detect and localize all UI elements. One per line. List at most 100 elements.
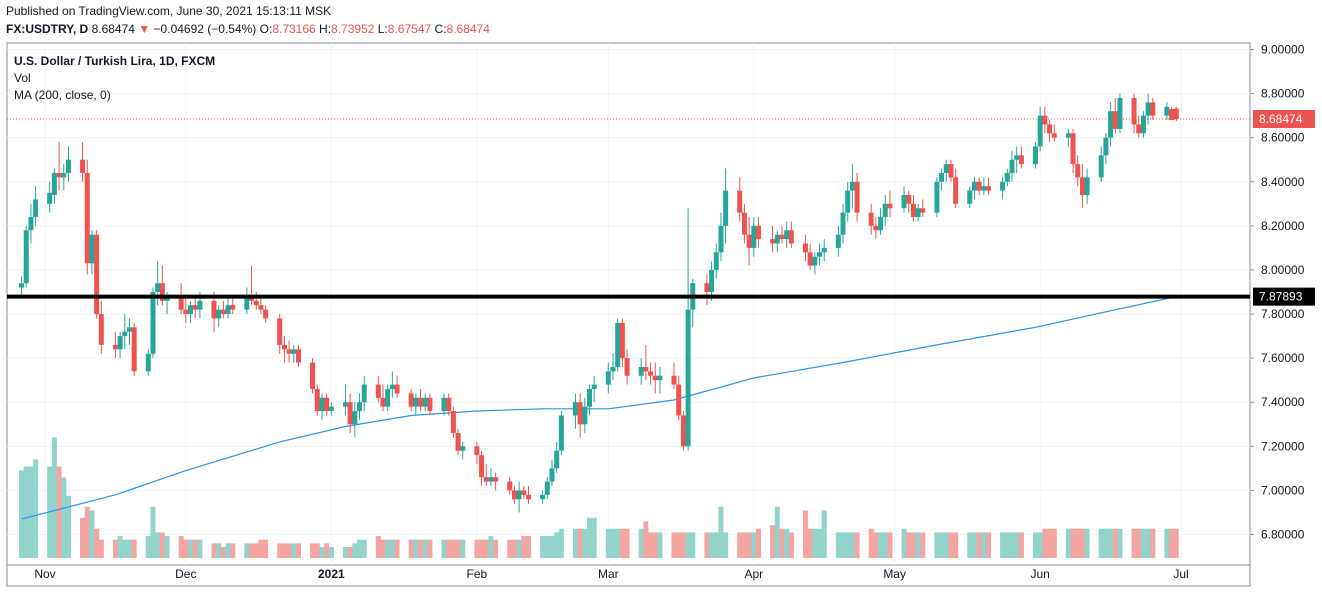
candle[interactable] — [98, 300, 104, 354]
candle[interactable] — [591, 375, 597, 403]
candle[interactable] — [756, 217, 762, 248]
candle[interactable] — [361, 375, 367, 412]
candle[interactable] — [1042, 106, 1048, 134]
candle[interactable] — [643, 344, 649, 381]
candle[interactable] — [540, 490, 546, 504]
candle[interactable] — [427, 393, 433, 416]
candle[interactable] — [474, 441, 480, 464]
candle[interactable] — [324, 393, 330, 416]
candle[interactable] — [295, 344, 301, 367]
candle[interactable] — [713, 243, 719, 279]
candle[interactable] — [835, 225, 841, 257]
candle[interactable] — [418, 389, 424, 412]
candle[interactable] — [507, 477, 513, 495]
candle[interactable] — [582, 397, 588, 434]
candle[interactable] — [1169, 106, 1175, 121]
candle[interactable] — [1117, 93, 1123, 134]
candle[interactable] — [455, 428, 461, 456]
candle[interactable] — [319, 393, 325, 420]
candle[interactable] — [840, 203, 846, 244]
candle[interactable] — [981, 177, 987, 195]
candle[interactable] — [610, 353, 616, 381]
candle[interactable] — [676, 375, 682, 420]
candle[interactable] — [1131, 93, 1137, 134]
candle[interactable] — [1070, 128, 1076, 173]
candle[interactable] — [915, 203, 921, 222]
candle[interactable] — [352, 402, 358, 438]
candle[interactable] — [849, 164, 855, 209]
candle[interactable] — [882, 195, 888, 226]
candle[interactable] — [544, 477, 550, 500]
candle[interactable] — [281, 336, 287, 363]
candle[interactable] — [779, 225, 785, 244]
candle[interactable] — [812, 252, 818, 275]
candle[interactable] — [939, 168, 945, 191]
candle[interactable] — [648, 362, 654, 385]
candle[interactable] — [33, 186, 39, 226]
candle[interactable] — [446, 393, 452, 416]
candle[interactable] — [802, 234, 808, 262]
candle[interactable] — [122, 314, 128, 350]
candle[interactable] — [28, 203, 34, 244]
candle[interactable] — [558, 411, 564, 456]
candle[interactable] — [89, 230, 95, 275]
candle[interactable] — [389, 371, 395, 398]
candle[interactable] — [1037, 106, 1043, 151]
candle[interactable] — [549, 459, 555, 486]
candle[interactable] — [953, 168, 959, 209]
candle[interactable] — [328, 402, 334, 416]
candle[interactable] — [408, 389, 414, 412]
candle[interactable] — [380, 384, 386, 412]
candle[interactable] — [230, 296, 236, 315]
candle[interactable] — [56, 142, 62, 191]
candle[interactable] — [479, 450, 485, 486]
candle[interactable] — [385, 384, 391, 412]
candle[interactable] — [873, 217, 879, 240]
candle[interactable] — [821, 239, 827, 262]
candle[interactable] — [845, 181, 851, 222]
candle[interactable] — [291, 344, 297, 363]
candle[interactable] — [1000, 177, 1006, 200]
candle[interactable] — [192, 296, 198, 319]
candle[interactable] — [1108, 102, 1114, 147]
candle[interactable] — [84, 159, 90, 275]
candle[interactable] — [967, 186, 973, 209]
candle[interactable] — [807, 243, 813, 270]
candle[interactable] — [1018, 146, 1024, 169]
candle[interactable] — [685, 208, 691, 451]
candle[interactable] — [718, 212, 724, 262]
candle[interactable] — [286, 340, 292, 363]
candle[interactable] — [737, 177, 743, 222]
candle[interactable] — [920, 199, 926, 218]
candle[interactable] — [516, 481, 522, 513]
candle[interactable] — [680, 411, 686, 451]
candle[interactable] — [460, 441, 466, 460]
candle[interactable] — [450, 406, 456, 438]
candle[interactable] — [709, 261, 715, 301]
candle[interactable] — [1051, 124, 1057, 143]
candle[interactable] — [934, 177, 940, 218]
candle[interactable] — [159, 265, 165, 306]
candle[interactable] — [244, 287, 250, 315]
candle[interactable] — [51, 168, 57, 204]
candle[interactable] — [774, 230, 780, 253]
candle[interactable] — [258, 296, 264, 315]
candle[interactable] — [572, 393, 578, 429]
candle[interactable] — [145, 349, 151, 376]
candle[interactable] — [1098, 146, 1104, 182]
candle[interactable] — [188, 300, 194, 323]
candle[interactable] — [1065, 128, 1071, 147]
candle[interactable] — [948, 159, 954, 182]
candle[interactable] — [1173, 106, 1179, 122]
candle[interactable] — [986, 177, 992, 195]
candle[interactable] — [483, 463, 489, 486]
candle[interactable] — [1047, 120, 1053, 143]
candle[interactable] — [488, 468, 494, 486]
candle[interactable] — [619, 318, 625, 367]
candle[interactable] — [65, 146, 71, 182]
candle[interactable] — [1164, 102, 1170, 121]
candle[interactable] — [131, 322, 137, 376]
candle[interactable] — [225, 296, 231, 319]
candle[interactable] — [1140, 111, 1146, 138]
